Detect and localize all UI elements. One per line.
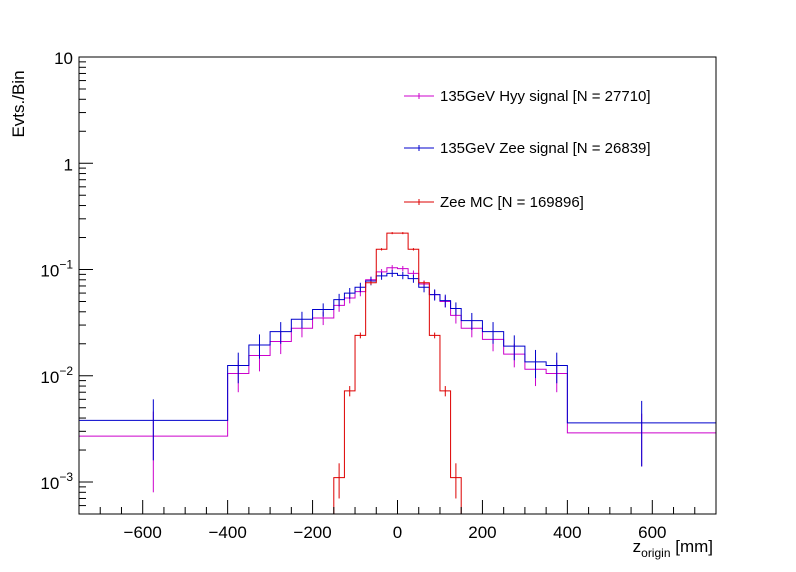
x-tick-label: 200: [468, 523, 496, 542]
y-tick-label: 10−3: [40, 470, 73, 493]
y-tick-label: 10−1: [40, 258, 73, 281]
legend: 135GeV Hyy signal [N = 27710] 135GeV Zee …: [404, 88, 651, 211]
x-tick-label: −400: [208, 523, 246, 542]
legend-label: 135GeV Zee signal [N = 26839]: [440, 140, 651, 157]
legend-entry-2: Zee MC [N = 169896]: [404, 194, 584, 211]
x-axis-label: zorigin [mm]: [633, 537, 713, 560]
x-tick-label: 400: [553, 523, 581, 542]
series-line: [79, 232, 716, 515]
series-2: [79, 232, 716, 515]
series-layer: [79, 232, 716, 515]
legend-label: 135GeV Hyy signal [N = 27710]: [440, 88, 651, 105]
y-tick-label: 10−2: [40, 364, 73, 387]
x-tick-label: 600: [638, 523, 666, 542]
axes-layer: −600 −400 −200 0 200 400 600 10−3 10−2 10−1 1 10: [40, 49, 696, 542]
x-axis-label-sub: origin: [641, 546, 670, 560]
x-tick-label: −200: [293, 523, 331, 542]
series-line: [79, 272, 716, 424]
x-tick-label: 0: [393, 523, 402, 542]
x-axis-label-unit: [mm]: [671, 537, 714, 556]
legend-entry-0: 135GeV Hyy signal [N = 27710]: [404, 88, 651, 105]
y-axis-label: Evts./Bin: [9, 70, 28, 137]
x-tick-label: −600: [124, 523, 162, 542]
y-tick-label: 1: [64, 155, 73, 174]
x-axis-label-main: z: [633, 537, 642, 556]
legend-label: Zee MC [N = 169896]: [440, 194, 584, 211]
y-tick-label: 10: [54, 49, 73, 68]
legend-entry-1: 135GeV Zee signal [N = 26839]: [404, 140, 651, 157]
series-1: [79, 269, 716, 467]
